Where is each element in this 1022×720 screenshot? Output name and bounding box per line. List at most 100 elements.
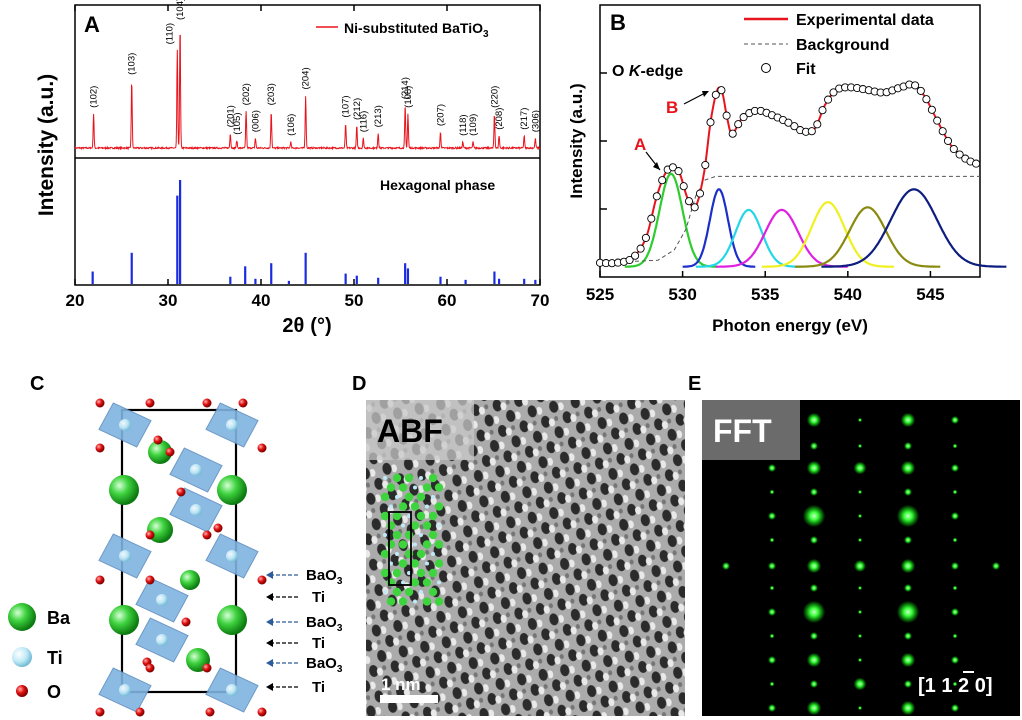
fit-point <box>668 163 677 172</box>
fit-point <box>631 251 640 260</box>
overlay-ba-atom <box>392 511 402 521</box>
fft-spot <box>769 537 775 543</box>
panel-a-legend: Ni-substituted BaTiO3 <box>344 20 489 40</box>
fit-point <box>790 122 799 131</box>
overlay-ba-atom <box>398 597 408 606</box>
xtick-label: 530 <box>668 285 696 304</box>
fit-component <box>761 201 895 268</box>
peak-label-118: (118) <box>458 114 469 135</box>
fft-spot <box>810 488 818 496</box>
overlay-ba-atom <box>404 492 414 502</box>
overlay-ba-atom <box>380 492 390 502</box>
peak-b-arrowhead <box>702 91 709 97</box>
layer-label: Ti <box>312 679 325 696</box>
fft-spot <box>900 412 916 428</box>
overlay-ba-atom <box>404 549 414 559</box>
fft-spot <box>951 416 959 424</box>
overlay-ba-atom <box>380 549 390 559</box>
panel-d-letter: D <box>352 373 366 395</box>
o-atom <box>202 663 212 673</box>
overlay-ti-atom <box>401 523 405 528</box>
fft-spot <box>806 652 822 668</box>
peak-label-208: (208) <box>494 108 505 130</box>
peak-label-213: (213) <box>373 105 384 127</box>
overlay-ti-atom <box>395 495 399 499</box>
peak-label-110: (110) <box>164 23 175 44</box>
fft-spot <box>951 608 959 616</box>
crystal-structure <box>95 398 267 717</box>
overlay-ti-atom <box>413 599 417 604</box>
panel-b-experimental-curve <box>599 83 981 265</box>
overlay-ba-atom <box>434 559 444 568</box>
fft-spot <box>768 464 776 472</box>
fit-point <box>722 111 731 120</box>
atom-overlay <box>380 473 444 606</box>
overlay-ba-atom <box>422 521 432 530</box>
overlay-ti-atom <box>419 590 423 594</box>
panel-b-fit-components <box>624 172 1007 268</box>
abf-badge: ABF <box>377 413 443 449</box>
overlay-ti-atom <box>407 571 411 575</box>
fft-spot <box>952 489 958 495</box>
ba-legend-label: Ba <box>47 608 71 628</box>
overlay-ti-atom <box>383 476 387 480</box>
scale-label: 1 nm <box>381 675 421 694</box>
overlay-ti-atom <box>389 504 393 509</box>
fft-spot <box>857 537 863 543</box>
ti-atom <box>190 504 202 516</box>
overlay-ti-atom <box>395 552 399 556</box>
panel-b-letter: B <box>610 10 626 35</box>
o-atom <box>135 707 145 717</box>
fit-point <box>636 244 645 253</box>
fft-spot <box>857 633 863 639</box>
overlay-ti-atom <box>401 580 405 585</box>
fft-spot <box>768 656 776 664</box>
panel-b-legend-exp: Experimental data <box>796 12 934 29</box>
o-atom <box>153 435 163 445</box>
fit-point <box>949 144 958 154</box>
fft-spot <box>769 489 775 495</box>
fit-point <box>706 118 715 127</box>
panel-b-xlabel: Photon energy (eV) <box>712 316 868 335</box>
overlay-ti-atom <box>413 485 417 490</box>
fft-spot <box>810 536 818 544</box>
fit-point <box>943 136 953 145</box>
fft-spot <box>904 632 912 640</box>
o-atom <box>165 447 175 457</box>
overlay-ba-atom <box>422 540 432 549</box>
panel-d: D ABF 1 nm <box>352 373 685 716</box>
overlay-ba-atom <box>422 578 432 587</box>
fit-point <box>674 167 683 176</box>
fit-point <box>641 233 650 242</box>
overlay-ti-atom <box>437 523 441 528</box>
o-atom <box>181 617 191 627</box>
fft-spot <box>802 504 826 528</box>
fit-point <box>829 88 838 97</box>
peak-label-107: (107) <box>341 95 352 117</box>
panel-a-phase-label: Hexagonal phase <box>380 177 495 193</box>
layer-label: Ti <box>312 589 325 606</box>
fit-point <box>911 81 920 90</box>
fft-spot <box>806 558 822 574</box>
panel-a: 20 30 40 50 60 70 (102)(103)(110)(104)(201)(1… <box>35 0 549 337</box>
layer-label: BaO3 <box>306 614 343 634</box>
overlay-ba-atom <box>410 578 420 587</box>
fit-component <box>682 188 756 268</box>
peak-label-214: (214) <box>400 77 411 99</box>
ti-atom <box>156 634 168 646</box>
peak-label-105: (105) <box>232 112 243 134</box>
fft-spot <box>769 585 775 591</box>
o-atom <box>176 487 186 497</box>
o-atom <box>257 707 267 717</box>
layer-arrowhead <box>266 593 273 601</box>
o-atom <box>95 443 105 453</box>
overlay-ti-atom <box>431 495 435 499</box>
ti-legend-sphere <box>12 647 32 667</box>
o-atom <box>95 398 105 408</box>
ba-atom <box>217 475 247 505</box>
fit-point <box>927 105 936 114</box>
panel-b-legend-swatch-fit <box>761 63 771 73</box>
overlay-ba-atom <box>410 521 420 530</box>
